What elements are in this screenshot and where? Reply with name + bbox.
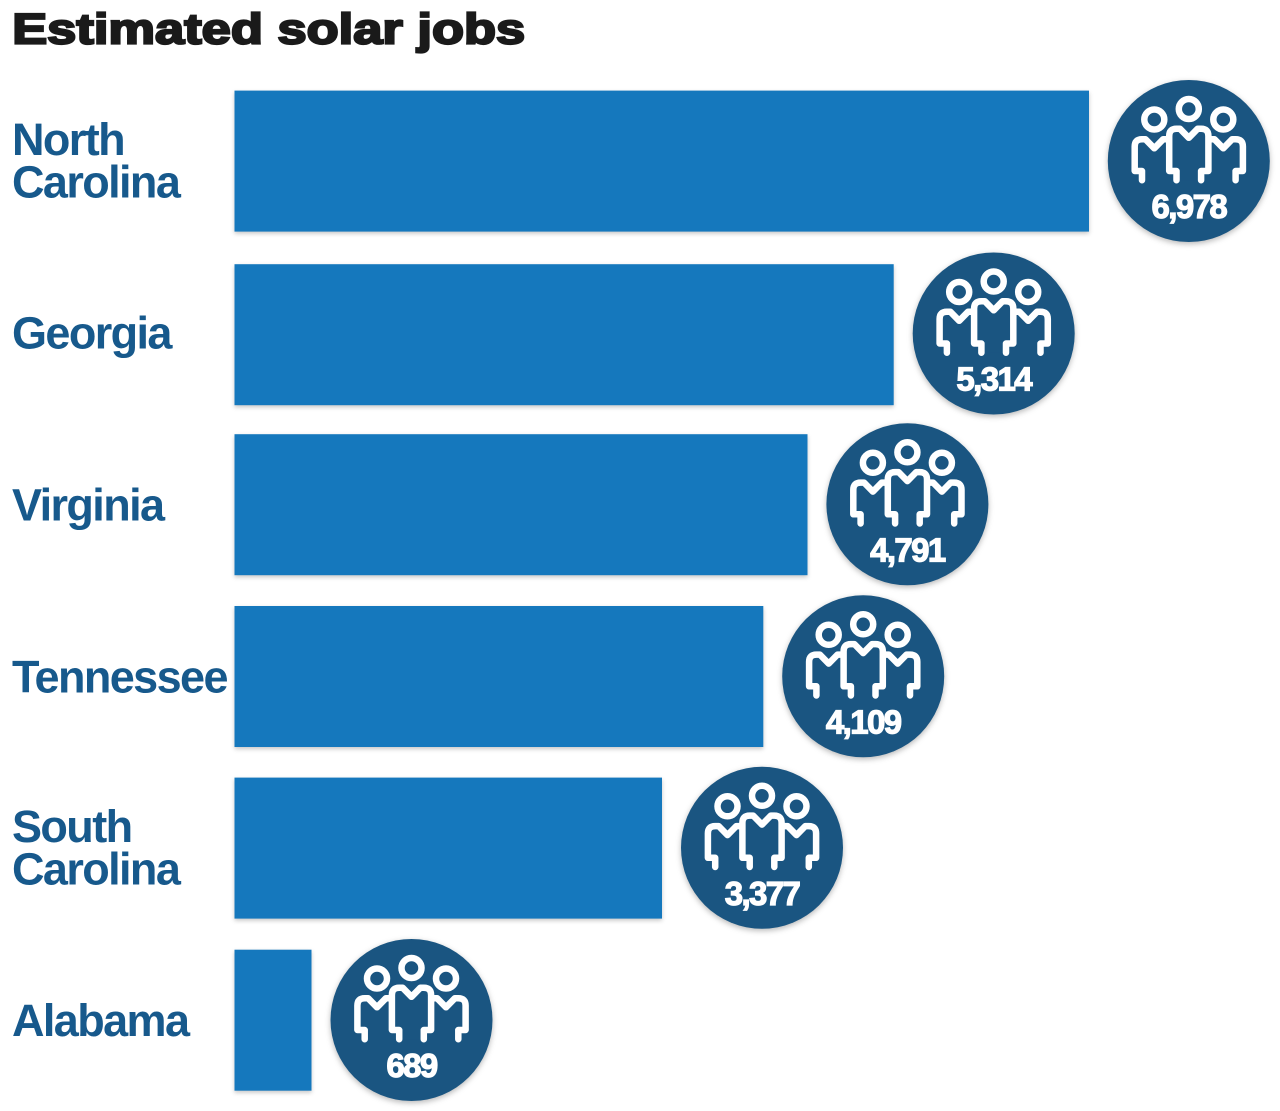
- svg-text:4,109: 4,109: [826, 703, 902, 740]
- svg-text:South: South: [12, 801, 131, 852]
- svg-text:Alabama: Alabama: [12, 995, 191, 1046]
- svg-text:Tennessee: Tennessee: [12, 651, 227, 702]
- svg-text:North: North: [12, 114, 124, 165]
- svg-text:Carolina: Carolina: [12, 157, 182, 208]
- svg-text:Georgia: Georgia: [12, 307, 173, 358]
- svg-text:6,978: 6,978: [1152, 188, 1228, 225]
- svg-text:Estimated solar jobs: Estimated solar jobs: [12, 6, 525, 54]
- svg-text:4,791: 4,791: [870, 531, 946, 568]
- svg-text:689: 689: [386, 1047, 438, 1084]
- svg-text:Virginia: Virginia: [12, 479, 166, 530]
- svg-text:Carolina: Carolina: [12, 844, 182, 895]
- svg-text:5,314: 5,314: [956, 361, 1033, 398]
- svg-text:3,377: 3,377: [725, 875, 800, 912]
